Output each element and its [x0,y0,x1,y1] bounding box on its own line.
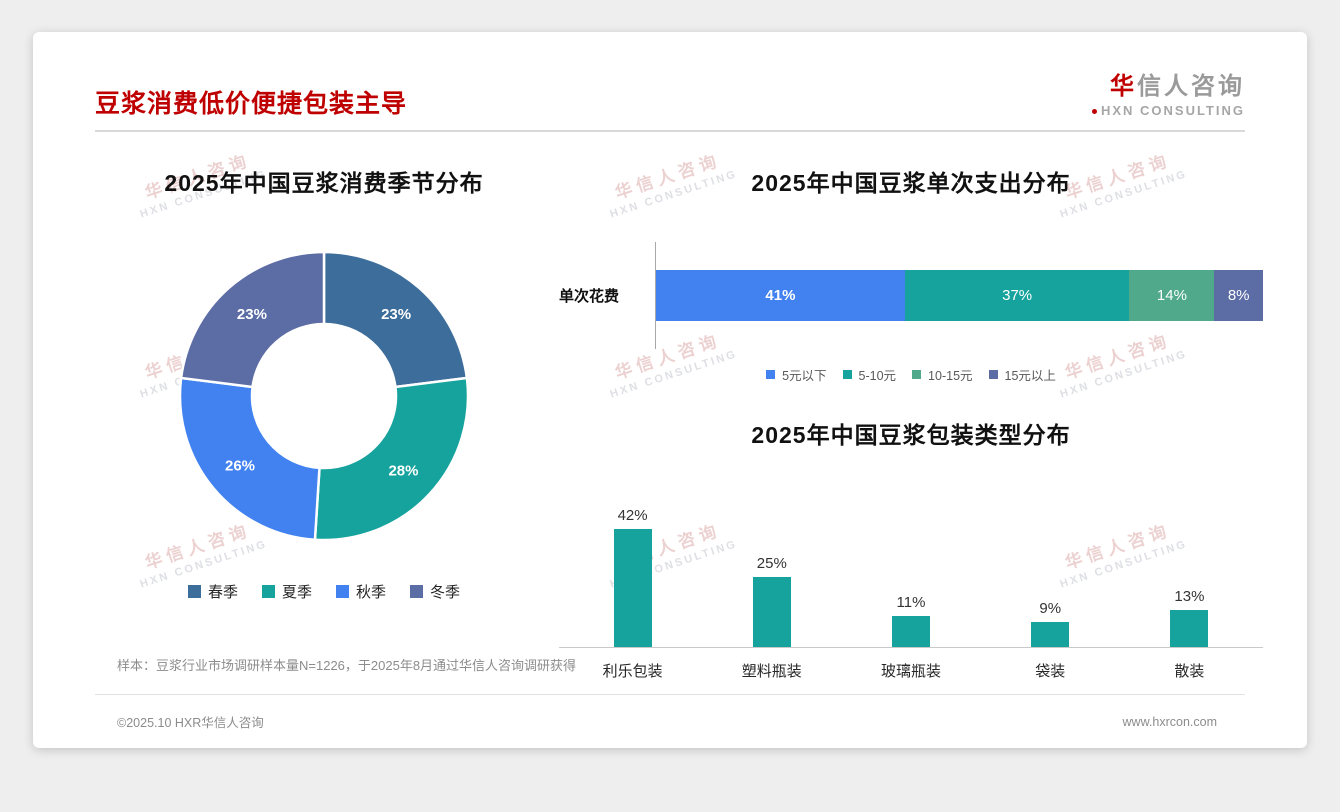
bar-category-label: 塑料瓶装 [741,663,802,680]
spend-chart-title: 2025年中国豆浆单次支出分布 [751,170,1071,196]
legend-label: 秋季 [356,584,387,601]
bar-rect [752,577,791,647]
legend-label: 15元以上 [1004,369,1056,383]
company-logo: 华信人咨询 HXN CONSULTING [1092,66,1245,118]
bar-category-label: 玻璃瓶装 [881,663,942,680]
bar-rect [892,616,930,647]
bar-group-利乐包装: 42% [563,507,702,647]
bar-group-玻璃瓶装: 11% [841,594,980,647]
legend-item: 夏季 [261,581,312,602]
spend-stacked-chart: 单次花费 41% 37% 14% 8% [559,242,1263,349]
packaging-chart-title: 2025年中国豆浆包装类型分布 [751,422,1071,448]
legend-swatch [410,585,424,598]
bar-category-label: 散装 [1174,663,1205,680]
bar-group-散装: 13% [1120,588,1259,647]
legend-swatch [766,370,776,379]
legend-label: 10-15元 [928,369,973,383]
bar-rect [1170,610,1209,647]
bar-value-label: 42% [617,507,648,524]
season-donut-chart: 23% 28% 26% 23% [174,246,474,551]
legend-swatch [988,370,998,379]
legend-swatch [336,585,349,598]
legend-item: 10-15元 [912,365,973,384]
logo-chinese-text: 华信人咨询 [1092,66,1245,101]
legend-swatch [842,370,852,379]
stack-segment-15元以上: 8% [1214,270,1263,321]
season-chart-title: 2025年中国豆浆消费季节分布 [164,170,484,196]
header-divider [95,130,1245,132]
donut-segment-夏季 [313,376,470,542]
logo-english-text: HXN CONSULTING [1092,103,1245,118]
legend-swatch [187,585,201,598]
legend-item: 秋季 [336,581,386,602]
spend-row-label: 单次花费 [559,288,620,305]
bar-rect [613,529,652,647]
legend-item: 15元以上 [988,365,1056,384]
legend-label: 冬季 [430,584,461,601]
page-title: 豆浆消费低价便捷包装主导 [95,90,408,118]
packaging-category-labels: 利乐包装 塑料瓶装 玻璃瓶装 袋装 散装 [559,660,1263,681]
donut-segment-label: 23% [381,306,411,323]
header: 豆浆消费低价便捷包装主导 华信人咨询 HXN CONSULTING [33,32,1307,120]
season-legend: 春季 夏季 秋季 冬季 [187,581,460,602]
legend-item: 5元以下 [766,365,827,384]
legend-label: 春季 [207,584,238,601]
legend-label: 5-10元 [858,369,897,383]
legend-swatch [261,585,275,598]
footer: ©2025.10 HXR华信人咨询 www.hxrcon.com [95,694,1245,748]
spend-legend: 5元以下 5-10元 10-15元 15元以上 [559,365,1263,384]
bar-rect [1031,622,1070,647]
bar-value-label: 9% [1039,600,1062,617]
packaging-bar-chart: 42% 25% 11% 9% 13% [559,466,1263,648]
logo-red-char: 华 [1110,73,1137,100]
sample-footnote: 样本：豆浆行业市场调研样本量N=1226，于2025年8月通过华信人咨询调研获得 [117,658,577,673]
slide-card: 华信人咨询 HXN CONSULTING 华信人咨询 HXN CONSULTING 华信… [33,32,1307,748]
stack-segment-5-10元: 37% [904,270,1130,321]
legend-label: 5元以下 [782,369,827,383]
donut-segment-label: 28% [388,463,418,480]
bar-value-label: 13% [1174,588,1205,605]
footer-website: www.hxrcon.com [1122,714,1217,729]
bar-group-袋装: 9% [981,600,1120,647]
donut-segment-label: 23% [237,306,267,323]
legend-item: 春季 [187,581,238,602]
spend-axis: 41% 37% 14% 8% [655,242,1263,349]
bar-group-塑料瓶装: 25% [702,555,841,647]
main-content: 2025年中国豆浆消费季节分布 23% 28% 26% 23% 春季 夏季 秋季 冬季 20… [33,132,1307,681]
bar-category-label: 袋装 [1035,663,1066,680]
donut-segment-冬季 [179,250,326,389]
legend-item: 冬季 [410,581,460,602]
stacked-bar: 41% 37% 14% 8% [656,270,1263,321]
legend-item: 5-10元 [842,365,897,384]
bar-value-label: 11% [896,594,926,611]
donut-segment-春季 [322,250,469,389]
right-column: 2025年中国豆浆单次支出分布 单次花费 41% 37% 14% 8% 5元以下 5-1… [559,132,1263,681]
legend-swatch [912,370,922,379]
bar-value-label: 25% [756,555,787,572]
logo-gray-chars: 信人咨询 [1137,73,1245,100]
stack-segment-5元以下: 41% [656,270,905,321]
bar-category-label: 利乐包装 [602,663,663,680]
donut-segment-label: 26% [225,457,255,474]
footer-copyright: ©2025.10 HXR华信人咨询 [117,716,264,730]
donut-segment-秋季 [178,376,321,542]
stack-segment-10-15元: 14% [1129,270,1215,321]
donut-svg: 23% 28% 26% 23% [178,250,470,542]
legend-label: 夏季 [281,584,312,601]
season-donut-section: 2025年中国豆浆消费季节分布 23% 28% 26% 23% 春季 夏季 秋季 冬季 [89,132,559,681]
